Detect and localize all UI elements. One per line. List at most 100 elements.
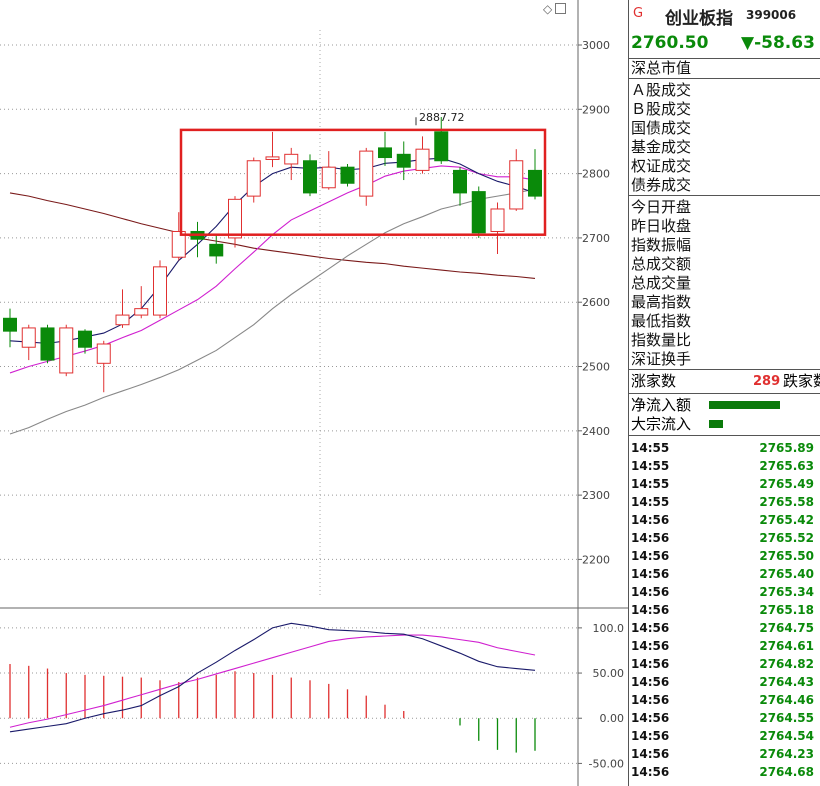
tick-time: 14:56 <box>631 693 670 707</box>
stat-label: 最高指数 <box>631 293 692 311</box>
stat-label: 今日开盘 <box>631 198 692 216</box>
tick-row: 14:56 2765.50 <box>629 547 820 565</box>
ind-y-tick-label: 50.00 <box>593 667 625 680</box>
candle-body <box>209 243 224 257</box>
y-tick-label: 2900 <box>582 103 610 116</box>
tick-time: 14:55 <box>631 477 670 491</box>
ma20-line <box>9 188 536 435</box>
tick-price: 2764.54 <box>759 729 814 743</box>
candle-body <box>59 327 74 374</box>
tick-time: 14:56 <box>631 675 670 689</box>
flow-row: 净流入额 <box>629 396 820 415</box>
tick-time: 14:55 <box>631 459 670 473</box>
candle-body <box>96 343 111 364</box>
candle-body <box>78 330 92 348</box>
index-code: 399006 <box>746 8 797 22</box>
tick-time: 14:56 <box>631 765 670 779</box>
tick-price: 2764.43 <box>759 675 814 689</box>
flow-bar <box>709 401 780 409</box>
y-tick-label: 2800 <box>582 168 610 181</box>
peak-label: 2887.72 <box>419 111 465 124</box>
tick-price: 2765.63 <box>759 459 814 473</box>
tick-time: 14:56 <box>631 729 670 743</box>
candle-body <box>528 169 542 197</box>
tick-row: 14:56 2764.55 <box>629 709 820 727</box>
y-tick-label: 2500 <box>582 361 610 374</box>
candle-body <box>471 191 486 234</box>
tick-price: 2764.61 <box>759 639 814 653</box>
turnover-label: 基金成交 <box>631 138 692 156</box>
window-toggle-icon[interactable] <box>555 3 567 14</box>
candle-body <box>415 148 430 171</box>
tick-time: 14:56 <box>631 639 670 653</box>
ind-y-tick-label: 0.00 <box>600 712 625 725</box>
candle-body <box>359 150 374 197</box>
stat-label: 指数量比 <box>631 331 692 349</box>
flow-label: 大宗流入 <box>631 415 692 433</box>
tick-row: 14:55 2765.58 <box>629 493 820 511</box>
candle-body <box>453 169 467 194</box>
stat-label: 指数振幅 <box>631 236 692 254</box>
diamond-icon[interactable]: ◇ <box>543 2 553 16</box>
ind-main-line <box>9 622 536 733</box>
candle-body <box>3 317 17 332</box>
tick-row: 14:56 2765.52 <box>629 529 820 547</box>
candle-body <box>321 166 336 189</box>
flow-label: 净流入额 <box>631 396 692 414</box>
tick-time: 14:55 <box>631 495 670 509</box>
down-label: 跌家数 <box>783 372 820 390</box>
turnover-section: Ａ股成交 Ｂ股成交 国债成交 基金成交 权证成交 债券成交 <box>629 79 820 196</box>
turnover-label: 国债成交 <box>631 119 692 137</box>
tick-time: 14:56 <box>631 513 670 527</box>
flow-row: 大宗流入 <box>629 415 820 434</box>
candle-body <box>115 314 130 326</box>
quote-panel: G 创业板指 399006 2760.50 ▼-58.63 深总市值 Ａ股成交 Ｂ… <box>628 0 820 786</box>
last-price: 2760.50 <box>631 33 709 53</box>
candle-body <box>303 160 317 194</box>
tick-row: 14:56 2764.46 <box>629 691 820 709</box>
candle-body <box>284 153 299 165</box>
stats-section: 今日开盘 昨日收盘 指数振幅 总成交额 总成交量 最高指数 最低指数 指数量比 深证换手 <box>629 196 820 370</box>
turnover-label: 债券成交 <box>631 176 692 194</box>
candle-body <box>434 131 449 162</box>
tick-time: 14:56 <box>631 603 670 617</box>
tick-time: 14:55 <box>631 441 670 455</box>
advance-decline: 涨家数 289 跌家数 <box>629 370 820 394</box>
market-cap-label: 深总市值 <box>631 59 692 77</box>
fund-flow-section: 净流入额 大宗流入 <box>629 394 820 436</box>
market-cap-section: 深总市值 <box>629 59 820 79</box>
tick-row: 14:56 2764.82 <box>629 655 820 673</box>
ma60-line <box>9 192 536 279</box>
ind-y-tick-label: -50.00 <box>589 757 624 770</box>
stat-label: 总成交量 <box>631 274 692 292</box>
stat-label: 昨日收盘 <box>631 217 692 235</box>
tick-row: 14:56 2765.18 <box>629 601 820 619</box>
index-name: 创业板指 <box>665 9 733 29</box>
tick-row: 14:56 2764.61 <box>629 637 820 655</box>
candle-body <box>340 166 355 184</box>
candle-body <box>40 327 55 361</box>
tick-price: 2764.23 <box>759 747 814 761</box>
tick-time: 14:56 <box>631 711 670 725</box>
g-mark[interactable]: G <box>633 6 644 21</box>
tick-price: 2765.34 <box>759 585 814 599</box>
candle-body <box>509 160 524 210</box>
tick-price: 2765.42 <box>759 513 814 527</box>
tick-row: 14:55 2765.89 <box>629 439 820 457</box>
tick-row: 14:56 2764.43 <box>629 673 820 691</box>
chart-area[interactable]: 2200 2300 2400 2500 2600 2700 2800 2900 3000 2887… <box>0 0 628 786</box>
y-tick-label: 3000 <box>582 39 610 52</box>
tick-price: 2764.55 <box>759 711 814 725</box>
tick-price: 2765.89 <box>759 441 814 455</box>
flow-bar <box>709 420 723 428</box>
tick-price: 2764.46 <box>759 693 814 707</box>
kline-chart[interactable]: 2200 2300 2400 2500 2600 2700 2800 2900 3000 2887… <box>0 0 628 786</box>
tick-row: 14:56 2765.34 <box>629 583 820 601</box>
tick-time: 14:56 <box>631 621 670 635</box>
tick-price: 2765.58 <box>759 495 814 509</box>
candle-body <box>21 327 36 348</box>
candle-body <box>396 153 411 168</box>
candle-body <box>171 230 186 258</box>
tick-list[interactable]: 14:55 2765.89 14:55 2765.63 14:55 2765.49 14:5… <box>629 436 820 781</box>
up-count: 289 <box>753 374 781 389</box>
